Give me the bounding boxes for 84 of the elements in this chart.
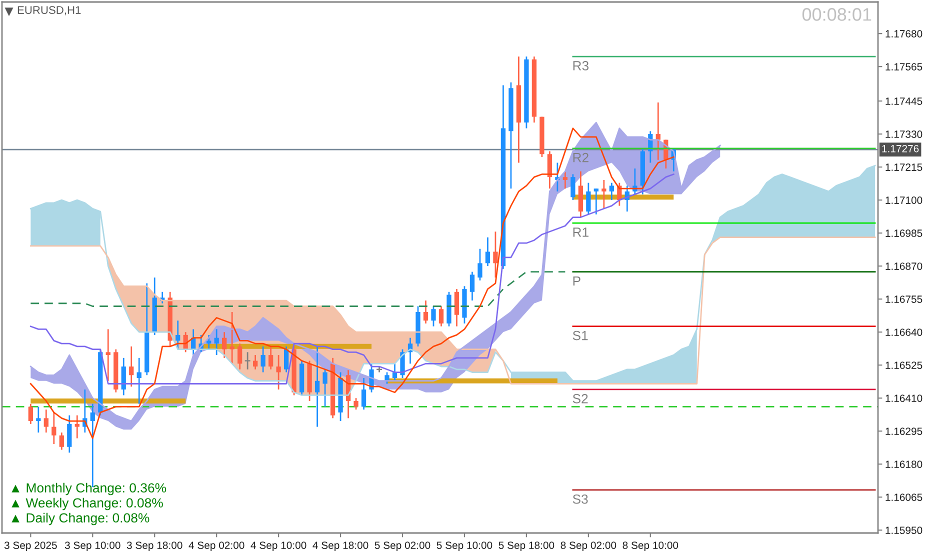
y-tick-label: 1.17215 <box>886 164 922 171</box>
y-tick-label: 1.16755 <box>886 296 922 303</box>
candlestick <box>361 377 366 410</box>
candlestick <box>268 346 274 370</box>
candlestick <box>438 306 444 328</box>
candlestick <box>52 412 56 445</box>
x-tick-label: 4 Sep 10:00 <box>250 542 306 552</box>
candlestick <box>314 346 320 428</box>
y-tick-label: 1.17330 <box>886 130 922 138</box>
candlestick <box>59 432 64 450</box>
series-label: P <box>573 276 580 286</box>
candlestick <box>470 271 475 302</box>
candlestick <box>214 328 219 356</box>
y-tick-label: 1.16985 <box>886 230 922 237</box>
candlestick <box>136 357 142 405</box>
candlestick <box>28 403 33 425</box>
y-tick-label: 1.16295 <box>886 428 922 435</box>
ref-line-label: 1.17276 <box>882 144 919 152</box>
candlestick <box>400 348 405 379</box>
candlestick <box>284 346 289 373</box>
y-tick-label: 1.16525 <box>886 362 922 369</box>
candlestick <box>431 306 436 328</box>
x-tick-label: 8 Sep 10:00 <box>622 542 678 552</box>
annotation: ▲ Monthly Change: 0.36% <box>12 482 166 496</box>
candlestick <box>106 328 110 382</box>
candlestick <box>423 300 428 324</box>
candlestick <box>36 406 41 434</box>
annotation: ▲ Daily Change: 0.08% <box>12 512 150 526</box>
y-tick-label: 1.16870 <box>886 262 922 270</box>
candlestick <box>74 414 80 439</box>
y-tick-label: 1.17445 <box>886 98 922 105</box>
candlestick <box>222 331 227 359</box>
candlestick <box>602 179 606 210</box>
x-tick-label: 8 Sep 02:00 <box>560 542 616 552</box>
series-label: S2 <box>572 394 588 404</box>
y-tick-label: 1.15950 <box>886 526 922 534</box>
candlestick <box>656 102 660 161</box>
candlestick <box>67 414 72 454</box>
candlestick <box>454 288 460 328</box>
candlestick <box>594 188 598 216</box>
x-tick-label: 5 Sep 18:00 <box>498 542 554 552</box>
series-label: R3 <box>573 61 589 70</box>
series-label: S3 <box>572 494 588 504</box>
candlestick <box>230 311 234 364</box>
annotation: 00:08:01 <box>802 8 872 21</box>
annotation: ▲ Weekly Change: 0.08% <box>12 498 163 510</box>
y-tick-label: 1.16065 <box>886 494 922 501</box>
candlestick <box>586 182 591 216</box>
candlestick <box>322 368 328 408</box>
x-tick-label: 4 Sep 18:00 <box>312 542 368 552</box>
candlestick <box>206 334 212 350</box>
candlestick <box>129 346 134 388</box>
candlestick <box>252 354 258 370</box>
candlestick <box>44 408 48 434</box>
candlestick <box>121 357 126 396</box>
candlestick <box>176 320 180 350</box>
candlestick <box>562 170 568 190</box>
candlestick <box>354 397 358 410</box>
series-label: R1 <box>573 228 588 237</box>
candlestick <box>485 236 490 267</box>
candlestick <box>493 230 498 278</box>
y-tick-label: 1.16180 <box>886 460 922 468</box>
x-tick-label: 3 Sep 18:00 <box>126 542 182 552</box>
y-tick-label: 1.16410 <box>886 394 922 402</box>
x-tick-label: 3 Sep 2025 <box>4 542 57 552</box>
x-tick-label: 5 Sep 10:00 <box>436 542 492 552</box>
candlestick <box>547 150 552 190</box>
candlestick <box>609 182 614 201</box>
y-tick-label: 1.16640 <box>886 328 922 336</box>
series-label: R2 <box>573 152 588 162</box>
candlestick <box>244 351 250 370</box>
chart-title: EURUSD,H1 <box>18 6 81 16</box>
y-tick-label: 1.17680 <box>886 30 922 38</box>
x-tick-label: 5 Sep 02:00 <box>374 542 430 552</box>
candlestick <box>276 354 281 390</box>
y-tick-label: 1.17100 <box>886 196 922 204</box>
candlestick <box>260 346 266 373</box>
series-label: S1 <box>572 330 588 340</box>
y-tick-label: 1.17565 <box>886 63 922 70</box>
candlestick <box>238 342 242 370</box>
x-tick-label: 4 Sep 02:00 <box>188 542 244 552</box>
candlestick <box>570 174 576 201</box>
candlestick <box>478 248 482 282</box>
x-tick-label: 3 Sep 10:00 <box>64 542 120 552</box>
